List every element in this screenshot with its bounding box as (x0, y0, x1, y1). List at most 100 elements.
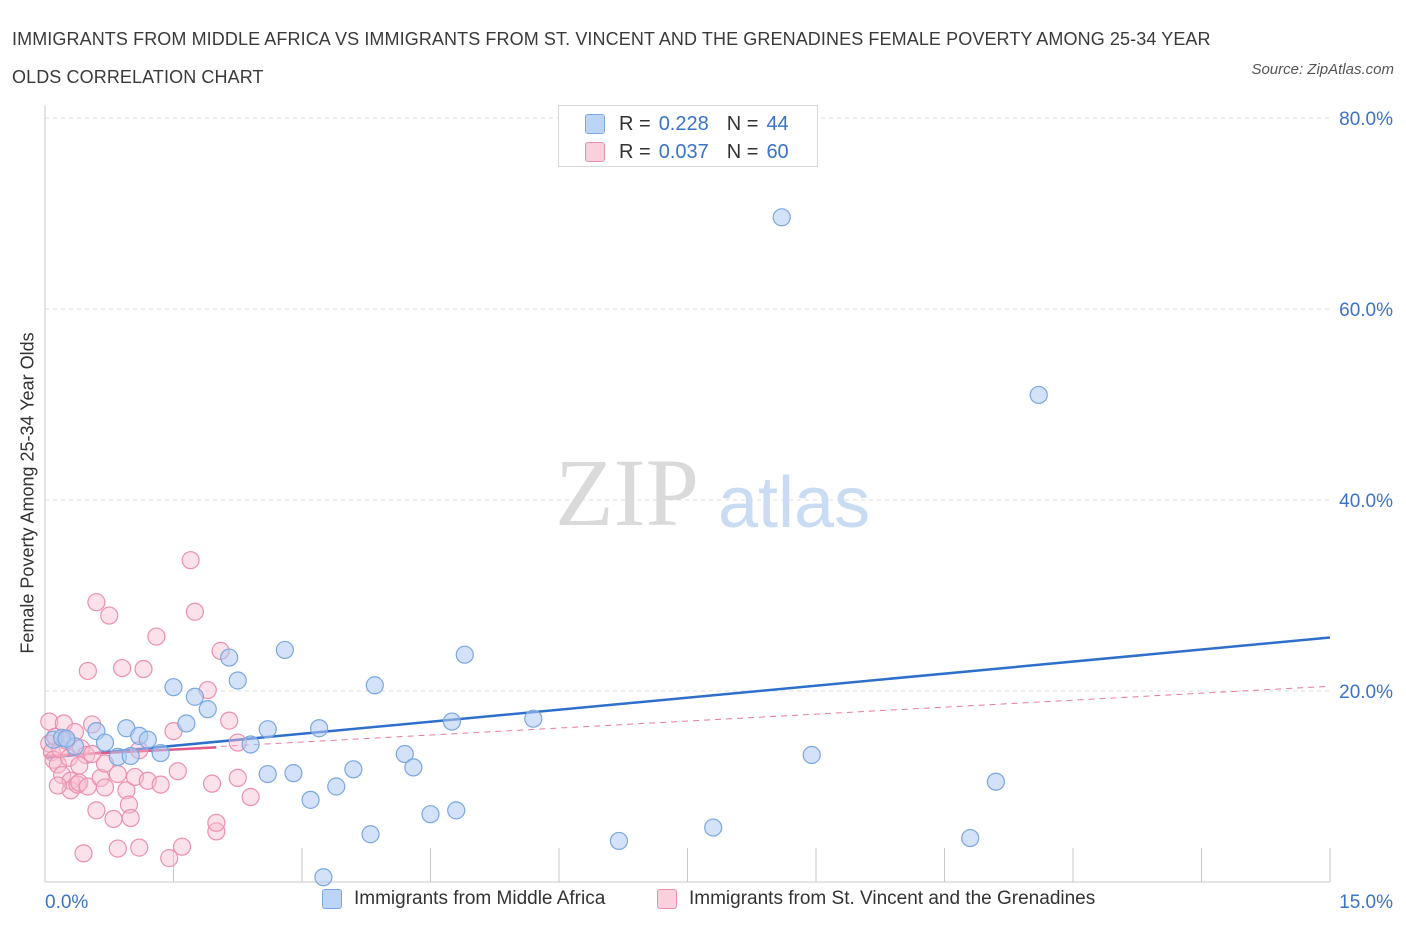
point-middle-africa (961, 828, 980, 848)
y-tick-label: 60.0% (1339, 300, 1393, 321)
watermark-atlas: atlas (718, 463, 870, 543)
point-middle-africa (327, 777, 346, 796)
point-st-vincent (48, 776, 67, 795)
legend-r-value: 0.037 (658, 140, 709, 163)
point-middle-africa (258, 720, 277, 739)
point-st-vincent (202, 774, 222, 793)
point-st-vincent (151, 775, 170, 794)
point-st-vincent (87, 593, 106, 612)
gridlines (45, 117, 1330, 692)
y-tick-label: 40.0% (1339, 491, 1393, 512)
legend-n-label: N = (726, 112, 759, 135)
trend-line-middle-africa (44, 636, 1331, 760)
bottom-legend-middle-africa: Immigrants from Middle Africa (322, 888, 605, 910)
bottom-legend-label: Immigrants from St. Vincent and the Gren… (689, 888, 1096, 909)
bottom-legend-st-vincent: Immigrants from St. Vincent and the Gren… (657, 888, 1095, 910)
point-middle-africa (284, 764, 303, 783)
series-st-vincent-points (40, 551, 260, 868)
legend-n-value: 44 (766, 112, 789, 135)
point-st-vincent (91, 768, 110, 788)
point-middle-africa (198, 700, 217, 719)
legend-swatch-pink (585, 142, 605, 162)
legend-row-middle-africa: R = 0.228 N = 44 (585, 111, 789, 137)
watermark-zip: ZIP (555, 439, 699, 546)
point-middle-africa (986, 772, 1006, 791)
point-st-vincent (130, 838, 149, 857)
bottom-legend-label: Immigrants from Middle Africa (354, 888, 606, 909)
point-middle-africa (455, 645, 474, 664)
point-middle-africa (361, 825, 380, 844)
point-middle-africa (57, 729, 76, 748)
point-st-vincent (168, 762, 187, 781)
axes (44, 106, 1331, 883)
source-label: Source: ZipAtlas.com (1251, 61, 1394, 78)
legend-r-label: R = (619, 140, 651, 163)
point-middle-africa (404, 758, 423, 777)
point-middle-africa (95, 733, 115, 752)
point-middle-africa (228, 671, 247, 690)
point-st-vincent (185, 602, 205, 621)
point-middle-africa (344, 760, 363, 779)
point-middle-africa (524, 709, 543, 728)
point-middle-africa (121, 746, 140, 766)
point-middle-africa (138, 730, 157, 749)
legend-r-value: 0.228 (658, 112, 709, 135)
point-st-vincent (134, 659, 153, 679)
x-tick-label-min: 0.0% (45, 892, 88, 913)
legend-n-value: 60 (766, 140, 789, 163)
point-middle-africa (1029, 385, 1048, 405)
point-st-vincent (108, 839, 127, 858)
point-middle-africa (275, 640, 294, 660)
point-middle-africa (258, 764, 277, 784)
point-st-vincent (108, 764, 127, 784)
chart-title: IMMIGRANTS FROM MIDDLE AFRICA VS IMMIGRA… (12, 29, 1211, 87)
bottom-legend-swatch-blue (322, 889, 342, 909)
point-middle-africa (442, 712, 462, 731)
point-middle-africa (241, 735, 260, 754)
point-middle-africa (314, 868, 333, 887)
point-st-vincent (48, 755, 67, 774)
point-middle-africa (185, 687, 205, 706)
point-middle-africa (164, 678, 183, 697)
point-st-vincent (121, 808, 140, 828)
y-tick-label: 20.0% (1339, 682, 1393, 703)
point-st-vincent (172, 837, 192, 856)
correlation-legend: R = 0.228 N = 44 R = 0.037 N = 60 (558, 105, 818, 167)
point-st-vincent (228, 768, 247, 788)
point-st-vincent (74, 844, 93, 863)
point-st-vincent (119, 795, 139, 814)
point-st-vincent (70, 756, 89, 775)
point-middle-africa (447, 801, 466, 820)
point-st-vincent (83, 744, 102, 764)
legend-r-label: R = (619, 112, 651, 135)
point-st-vincent (112, 658, 132, 678)
point-st-vincent (100, 606, 119, 625)
tick-labels: 20.0% 40.0% 60.0% 80.0% 0.0% 15.0% (45, 109, 1393, 913)
point-st-vincent (117, 781, 136, 800)
y-tick-label: 80.0% (1339, 109, 1393, 130)
point-middle-africa (301, 790, 320, 809)
point-st-vincent (181, 551, 200, 570)
point-st-vincent (104, 809, 123, 829)
legend-row-st-vincent: R = 0.037 N = 60 (585, 139, 789, 165)
point-middle-africa (772, 208, 791, 227)
point-middle-africa (609, 831, 629, 851)
point-st-vincent (207, 813, 226, 832)
point-middle-africa (177, 714, 196, 733)
point-middle-africa (802, 745, 821, 765)
legend-swatch-blue (585, 114, 605, 134)
point-middle-africa (421, 805, 440, 824)
point-st-vincent (220, 711, 239, 730)
series-middle-africa-points (44, 208, 1048, 887)
x-tick-label-max: 15.0% (1339, 892, 1393, 913)
point-st-vincent (78, 661, 97, 681)
point-st-vincent (87, 801, 106, 820)
point-middle-africa (310, 719, 329, 738)
point-middle-africa (220, 648, 239, 667)
point-middle-africa (151, 743, 170, 763)
bottom-legend-swatch-pink (657, 889, 677, 909)
point-st-vincent (147, 627, 166, 646)
point-middle-africa (395, 744, 414, 764)
point-st-vincent (160, 849, 179, 868)
